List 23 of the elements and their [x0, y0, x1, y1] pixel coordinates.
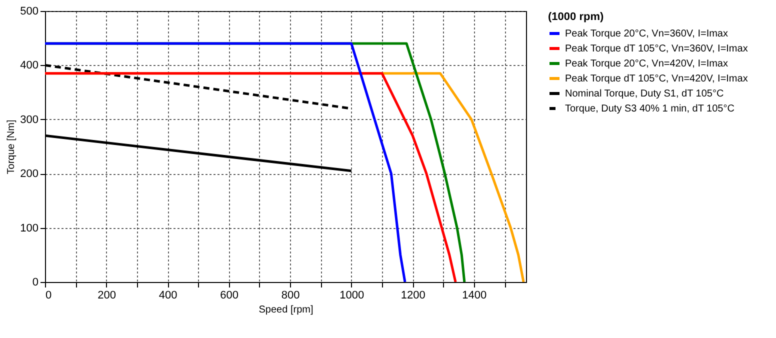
x-tick-label: 1200 — [400, 290, 426, 302]
legend-label: Peak Torque 20°C, Vn=420V, I=Imax — [565, 58, 728, 70]
x-tick-label: 200 — [98, 290, 116, 302]
y-tick-label: 300 — [20, 114, 38, 126]
legend-label: Torque, Duty S3 40% 1 min, dT 105°C — [565, 104, 734, 114]
y-axis-title: Torque [Nm] — [6, 120, 18, 174]
legend-title: (1000 rpm) — [548, 11, 604, 23]
x-tick-label: 400 — [158, 290, 178, 302]
x-tick-label: 1000 — [340, 290, 364, 302]
legend-label: Nominal Torque, Duty S1, dT 105°C — [565, 88, 724, 100]
y-tick-label: 400 — [20, 60, 38, 72]
y-tick-label: 500 — [20, 6, 38, 18]
y-tick-label: 200 — [20, 168, 38, 180]
legend-label: Peak Torque 20°C, Vn=360V, I=Imax — [565, 28, 728, 40]
x-tick-label: 800 — [281, 290, 300, 302]
legend-label: Peak Torque dT 105°C, Vn=360V, I=Imax — [565, 44, 748, 54]
x-tick-label: 1400 — [462, 290, 487, 302]
y-tick-label: 0 — [32, 276, 38, 288]
x-tick-label: 0 — [46, 290, 52, 302]
legend-label: Peak Torque dT 105°C, Vn=420V, I=Imax — [565, 74, 748, 84]
y-tick-label: 100 — [20, 222, 38, 234]
x-axis-title: Speed [rpm] — [258, 304, 314, 316]
x-tick-label: 600 — [220, 290, 238, 302]
